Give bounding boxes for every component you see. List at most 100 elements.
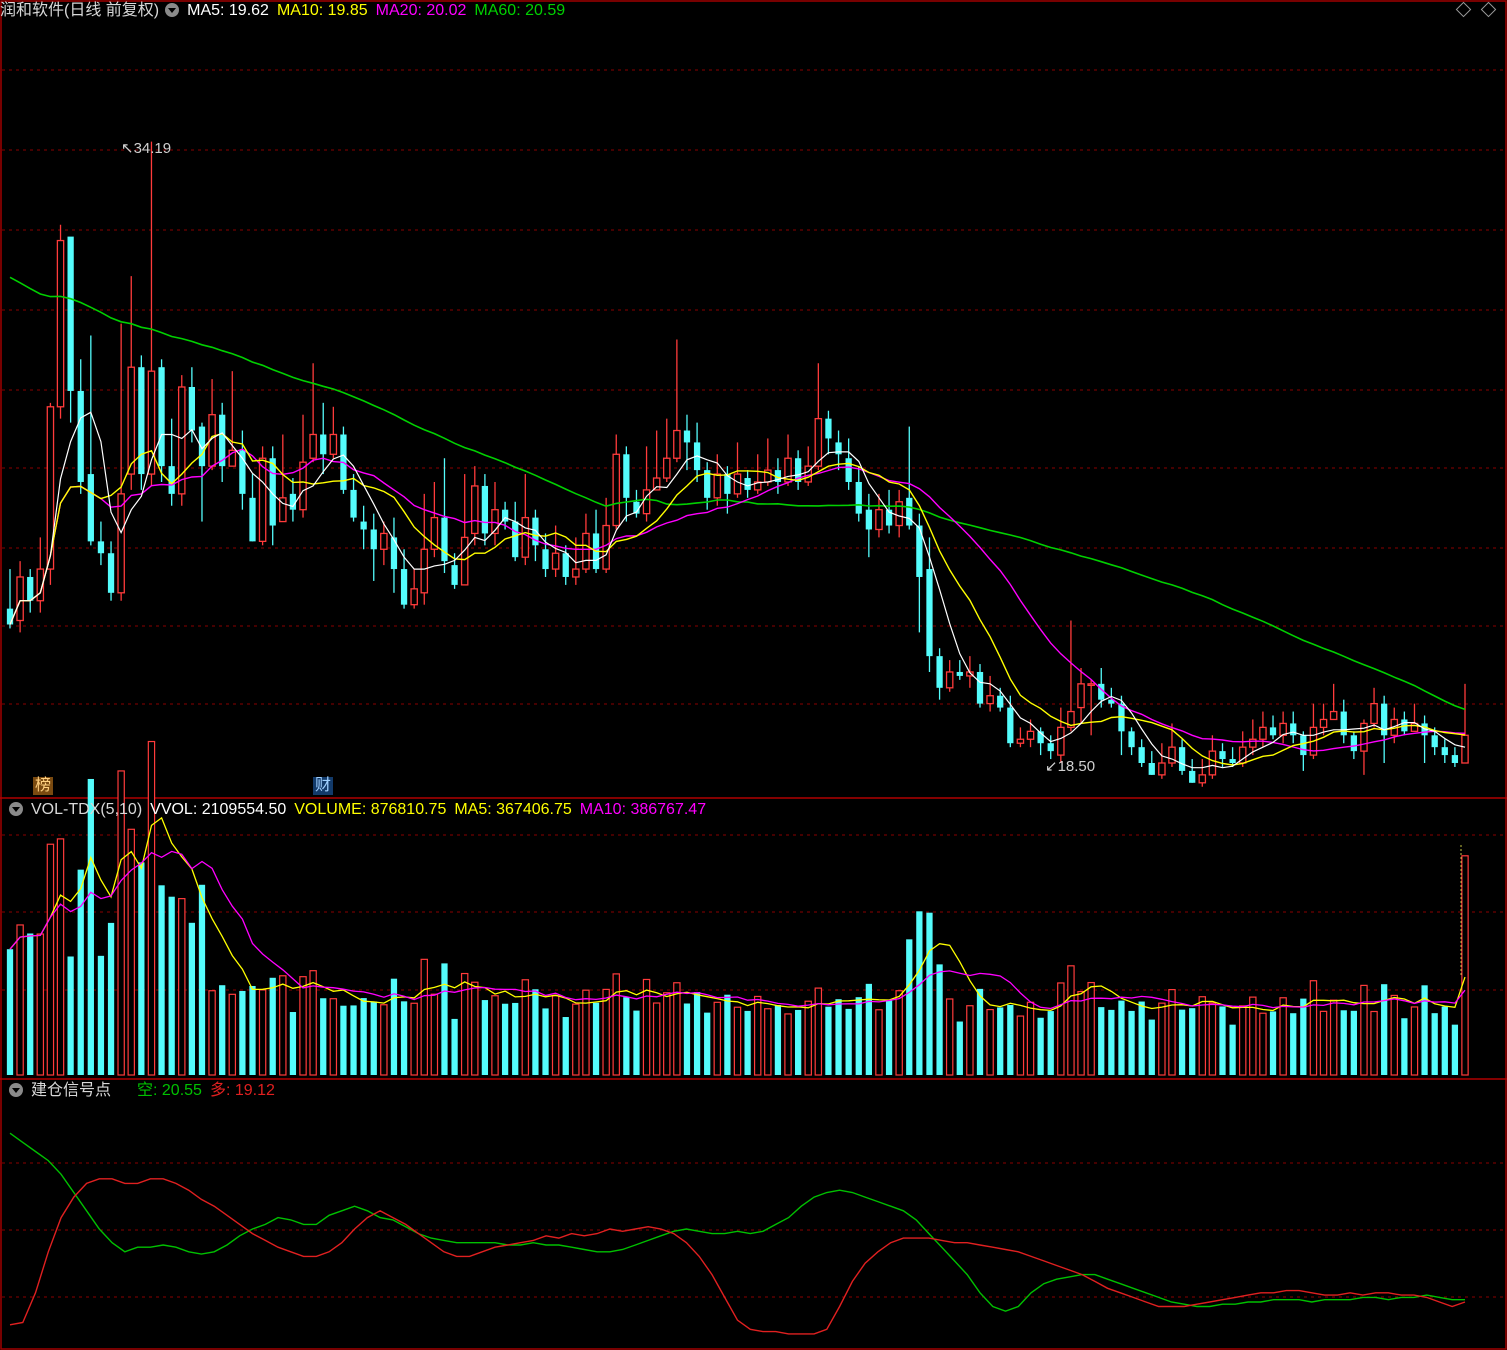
candle-body-up xyxy=(491,509,499,535)
candle-body-up xyxy=(875,509,883,531)
vol-ma10-label: MA10: 386767.47 xyxy=(579,801,707,818)
volume-bar-down xyxy=(269,977,276,1075)
candle-body-down xyxy=(865,509,872,530)
candle-body-down xyxy=(1037,731,1044,744)
volume-bar-down xyxy=(320,998,327,1075)
candle-body-up xyxy=(804,465,813,483)
candle-body-down xyxy=(289,493,297,510)
volume-bar-up xyxy=(784,1013,792,1076)
volume-bar-down xyxy=(885,1000,893,1075)
volume-bar-down xyxy=(77,869,84,1075)
candle-body-up xyxy=(471,485,479,535)
candle-body-up xyxy=(1360,722,1368,752)
volume-bar-down xyxy=(744,1010,751,1075)
volume-bar-down xyxy=(623,997,630,1075)
ma60-label: MA60: 20.59 xyxy=(474,2,566,19)
candle-body-down xyxy=(239,450,246,494)
candle-body-up xyxy=(410,588,418,606)
volume-bar-up xyxy=(804,1000,812,1076)
candle-body-down xyxy=(198,426,206,467)
candle-body-down xyxy=(855,481,862,514)
volume-bar-down xyxy=(1401,1018,1408,1075)
volume-bar-down xyxy=(1340,1010,1347,1075)
candle-body-down xyxy=(168,466,175,494)
candle-body-down xyxy=(532,517,539,546)
volume-bar-up xyxy=(1370,1010,1378,1076)
candle-body-down xyxy=(219,414,226,467)
volume-bar-down xyxy=(956,1021,963,1075)
candle-body-down xyxy=(1108,699,1115,704)
volume-bar-up xyxy=(521,979,530,1076)
candle-body-down xyxy=(1128,731,1135,748)
volume-bar-up xyxy=(208,990,216,1076)
dropdown-icon[interactable] xyxy=(9,802,23,816)
signal-panel[interactable] xyxy=(9,1132,1466,1335)
ma5-line xyxy=(9,411,1466,769)
volume-bar-down xyxy=(1381,984,1388,1075)
volume-bar-down xyxy=(592,1002,600,1075)
volume-bar-up xyxy=(1026,1001,1035,1076)
volume-bar-up xyxy=(1279,997,1287,1076)
volume-bar-down xyxy=(1047,1011,1054,1075)
low-price-label: ↙18.50 xyxy=(1045,758,1096,775)
volume-panel[interactable] xyxy=(6,740,1469,1076)
candle-body-up xyxy=(1208,750,1217,776)
volume-bar-up xyxy=(582,989,590,1076)
price-panel[interactable] xyxy=(6,141,1469,787)
dropdown-icon[interactable] xyxy=(9,1083,23,1097)
candle-body-up xyxy=(986,695,994,705)
volume-bar-down xyxy=(1118,1000,1125,1075)
candle-body-down xyxy=(27,576,34,601)
candle-body-down xyxy=(976,671,984,704)
volume-bar-up xyxy=(551,995,560,1076)
volume-bar-down xyxy=(239,990,246,1075)
volume-ma5-line xyxy=(9,816,1466,1012)
volume-bar-down xyxy=(936,964,943,1075)
candle-body-down xyxy=(825,418,832,439)
candle-body-up xyxy=(662,457,671,479)
volume-bar-down xyxy=(1189,1008,1196,1075)
candle-body-down xyxy=(1431,735,1438,748)
candle-body-up xyxy=(36,568,45,602)
volume-bar-up xyxy=(1319,1010,1328,1076)
volume-bar-down xyxy=(997,1007,1004,1075)
bang-marker[interactable]: 榜 xyxy=(33,777,54,795)
volume-bar-down xyxy=(906,939,913,1075)
ma60-line xyxy=(9,276,1466,711)
volume-bar-down xyxy=(138,862,145,1075)
candle-body-up xyxy=(228,449,237,467)
candle-body-down xyxy=(1451,755,1459,763)
candle-body-down xyxy=(512,521,519,558)
volume-bar-down xyxy=(774,1005,782,1075)
volume-bar-up xyxy=(652,1002,661,1076)
volume-bar-down xyxy=(1421,985,1428,1075)
volume-bar-up xyxy=(1238,1005,1247,1076)
candle-body-down xyxy=(1189,770,1196,783)
kong-line xyxy=(9,1132,1465,1312)
candle-body-down xyxy=(633,501,640,514)
volume-bar-up xyxy=(1198,996,1207,1076)
volume-bar-up xyxy=(733,1006,742,1076)
candle-body-up xyxy=(16,576,24,622)
volume-bar-down xyxy=(633,1010,640,1075)
volume-bar-down xyxy=(340,1005,347,1075)
volume-bar-up xyxy=(258,989,267,1076)
cai-marker[interactable]: 财 xyxy=(313,777,334,795)
candle-body-up xyxy=(147,370,156,475)
dropdown-icon[interactable] xyxy=(165,3,180,17)
volume-bar-down xyxy=(825,1006,832,1075)
volume-bar-up xyxy=(753,995,762,1076)
duo-line xyxy=(9,1178,1466,1335)
candle-body-down xyxy=(1290,723,1297,736)
candle-body-down xyxy=(138,367,145,475)
candle-body-up xyxy=(1461,734,1469,764)
volume-bar-up xyxy=(56,838,65,1076)
candle-body-down xyxy=(158,367,165,467)
candle-body-down xyxy=(744,478,751,490)
candle-body-up xyxy=(572,568,580,578)
volume-bar-down xyxy=(451,1018,458,1075)
volume-bar-up xyxy=(460,972,469,1076)
volume-bar-up xyxy=(602,988,610,1076)
volume-bar-up xyxy=(1087,981,1095,1076)
volume-bar-down xyxy=(219,985,226,1075)
